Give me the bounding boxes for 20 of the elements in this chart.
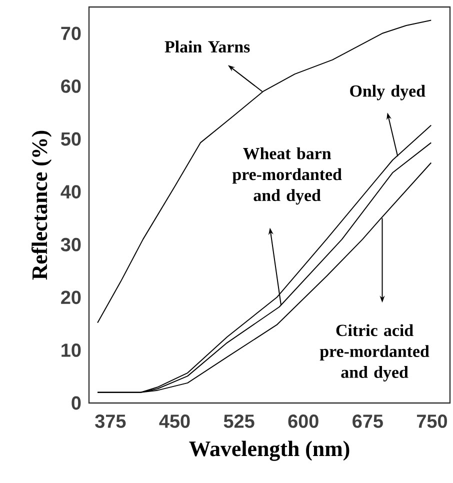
x-axis-title: Wavelength (nm) [189, 440, 350, 461]
y-tick-label: 50 [61, 132, 81, 146]
y-tick-label: 70 [61, 26, 81, 40]
y-axis-title: Reflectance (%) [31, 130, 52, 280]
x-tick-label: 525 [224, 414, 254, 428]
y-tick-label: 10 [62, 343, 81, 357]
y-tick-label: 40 [60, 185, 81, 198]
y-tick-label: 0 [72, 396, 81, 410]
annotation: Wheat barn pre-mordanted and dyed [232, 147, 342, 205]
x-tick-label: 375 [95, 414, 126, 428]
x-tick-label: 750 [417, 414, 447, 428]
x-tick-label: 675 [352, 414, 383, 428]
y-tick-label: 60 [61, 79, 81, 93]
x-tick-label: 600 [288, 414, 318, 428]
annotation: Citric acid pre-mordanted and dyed [320, 324, 430, 382]
annotation: Plain Yarns [164, 40, 250, 53]
y-tick-label: 20 [61, 290, 81, 304]
y-tick-label: 30 [60, 238, 81, 252]
x-tick-label: 450 [159, 414, 190, 428]
annotation: Only dyed [350, 84, 426, 100]
